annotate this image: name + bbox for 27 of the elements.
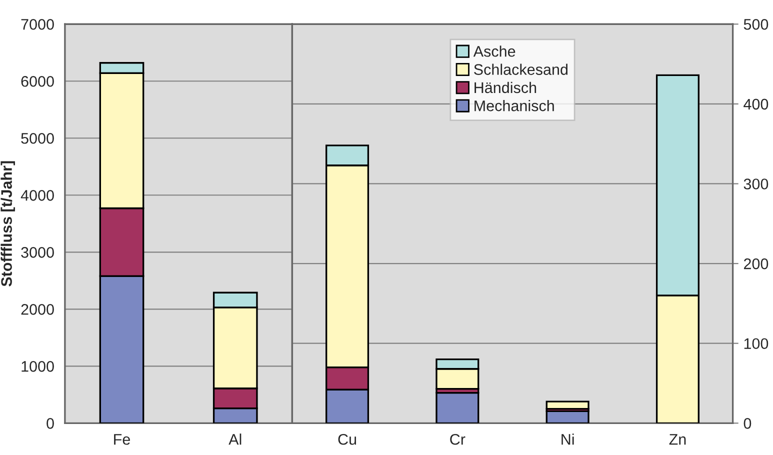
legend-label: Schlackesand: [474, 64, 568, 75]
x-tick-label: Cr: [450, 434, 466, 445]
y-tick-label: 3000: [21, 247, 54, 258]
x-tick-label: Fe: [114, 434, 130, 445]
y-tick-label: 0: [46, 418, 54, 429]
y-tick-label: 7000: [21, 18, 54, 30]
bar: [436, 392, 480, 424]
y-tick-label: 2000: [21, 304, 54, 315]
y-tick-label: 1000: [22, 361, 54, 372]
y2-tick-label: 500: [744, 18, 768, 30]
x-tick-label: Al: [228, 434, 242, 445]
legend-label: Händisch: [474, 82, 536, 94]
y2-tick-label: 100: [744, 338, 768, 350]
y2-tick-label: 300: [744, 178, 768, 190]
y2-tick-label: 400: [744, 98, 768, 110]
x-tick-label: Ni: [562, 434, 574, 445]
y2-tick-label: 200: [744, 258, 768, 270]
y-tick-label: 6000: [21, 76, 54, 87]
legend-label: Asche: [473, 46, 516, 57]
x-tick-label: Zn: [669, 434, 686, 445]
x-tick-label: Cu: [338, 434, 356, 445]
bar: [546, 400, 590, 410]
legend-label: Mechanisch: [474, 100, 554, 112]
y2-tick-label: 0: [744, 418, 752, 429]
y-tick-label: 4000: [20, 190, 54, 201]
y-axis-title: Stofffluss [t/Jahr]: [0, 161, 15, 286]
y-tick-label: 5000: [21, 132, 54, 144]
